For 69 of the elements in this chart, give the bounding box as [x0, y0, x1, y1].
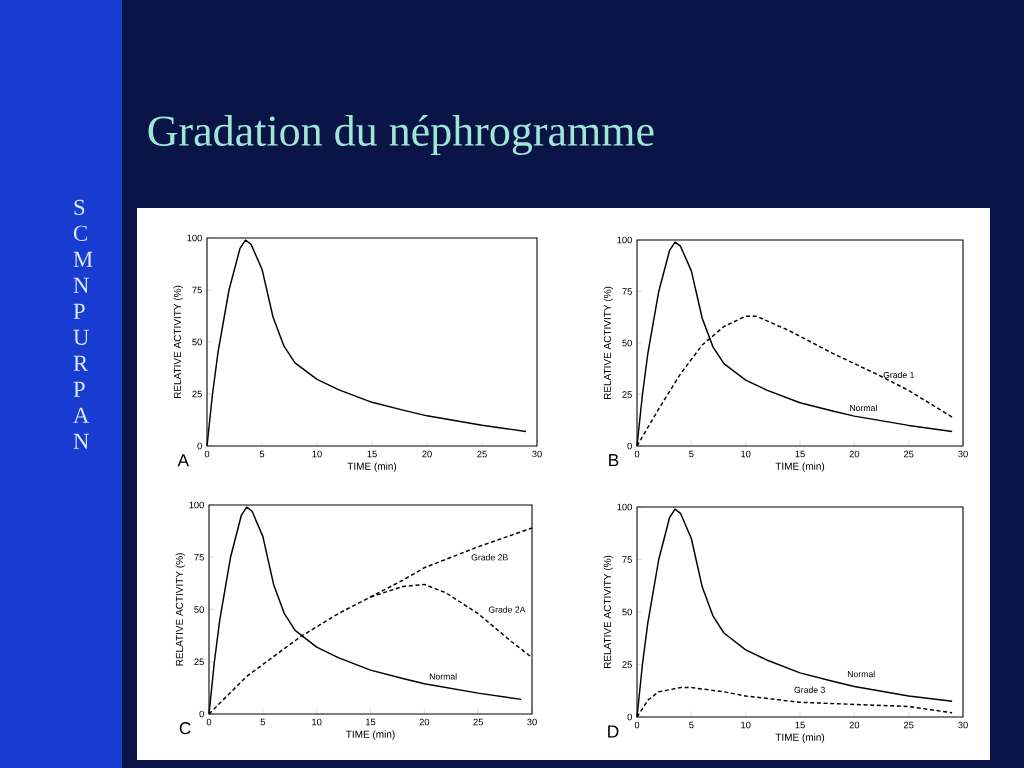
y-tick-label: 75 — [192, 286, 202, 294]
y-tick-label: 50 — [622, 339, 632, 347]
y-tick-label: 100 — [187, 234, 202, 242]
x-tick-label: 20 — [422, 450, 432, 458]
y-tick-label: 100 — [617, 503, 632, 511]
x-tick-label: 0 — [634, 721, 640, 729]
x-tick-label: 25 — [903, 721, 914, 729]
y-tick-label: 50 — [192, 338, 202, 346]
series-label: Normal — [850, 404, 877, 412]
y-tick-label: 75 — [194, 554, 204, 561]
y-axis-title: RELATIVE ACTIVITY (%) — [603, 286, 613, 400]
y-tick-label: 50 — [194, 606, 204, 613]
x-tick-label: 10 — [741, 721, 751, 729]
text: SCMN PURPAN — [73, 199, 93, 449]
x-tick-label: 25 — [477, 450, 487, 458]
text: A — [177, 454, 190, 467]
x-tick-label: 15 — [367, 450, 377, 458]
x-tick-label: 25 — [903, 450, 914, 458]
x-tick-label: 30 — [958, 721, 968, 729]
text: B — [609, 454, 619, 467]
x-tick-label: 20 — [419, 718, 430, 726]
x-tick-label: 10 — [741, 450, 751, 458]
x-axis-title: TIME (min) — [775, 733, 825, 743]
x-axis-title: TIME (min) — [346, 730, 395, 740]
x-tick-label: 5 — [689, 450, 694, 458]
y-tick-label: 0 — [197, 442, 202, 450]
x-tick-label: 0 — [206, 718, 212, 726]
x-tick-label: 25 — [473, 718, 483, 726]
x-tick-label: 0 — [204, 450, 210, 458]
y-axis-title: RELATIVE ACTIVITY (%) — [173, 285, 183, 399]
y-tick-label: 0 — [199, 710, 204, 718]
x-tick-label: 20 — [849, 721, 860, 729]
text: C — [179, 722, 191, 735]
x-tick-label: 10 — [312, 718, 322, 726]
x-tick-label: 5 — [689, 721, 694, 729]
y-tick-label: 0 — [627, 713, 632, 721]
y-tick-label: 75 — [622, 556, 632, 563]
x-tick-label: 0 — [634, 450, 640, 458]
chart-title: Gradation du néphrogramme — [148, 114, 654, 156]
x-tick-label: 5 — [259, 450, 265, 458]
series-label: Grade 3 — [794, 686, 825, 693]
y-tick-label: 0 — [627, 442, 632, 450]
y-axis-title: RELATIVE ACTIVITY (%) — [603, 555, 613, 669]
y-tick-label: 100 — [617, 236, 632, 244]
x-tick-label: 15 — [795, 721, 805, 729]
x-tick-label: 10 — [312, 450, 322, 458]
x-tick-label: 30 — [527, 718, 537, 726]
series-label: Grade 2A — [488, 606, 526, 613]
y-tick-label: 25 — [192, 390, 202, 398]
x-tick-label: 5 — [260, 718, 266, 726]
series-label: Grade 1 — [883, 371, 914, 379]
y-tick-label: 75 — [622, 288, 632, 295]
y-tick-label: 25 — [194, 658, 204, 666]
x-tick-label: 20 — [849, 450, 860, 458]
x-axis-title: TIME (min) — [775, 462, 825, 472]
x-tick-label: 30 — [958, 450, 968, 458]
y-tick-label: 50 — [622, 608, 632, 616]
y-axis-title: RELATIVE ACTIVITY (%) — [175, 553, 185, 666]
x-tick-label: 15 — [795, 450, 805, 458]
x-axis-title: TIME (min) — [347, 462, 397, 472]
series-label: Grade 2B — [471, 554, 508, 561]
series-label: Normal — [429, 673, 457, 680]
series-label: Normal — [847, 670, 875, 678]
text: D — [608, 725, 619, 738]
x-tick-label: 15 — [366, 718, 376, 726]
y-tick-label: 25 — [622, 391, 632, 398]
y-tick-label: 25 — [622, 661, 632, 668]
y-tick-label: 100 — [189, 501, 204, 509]
x-tick-label: 30 — [532, 450, 542, 458]
